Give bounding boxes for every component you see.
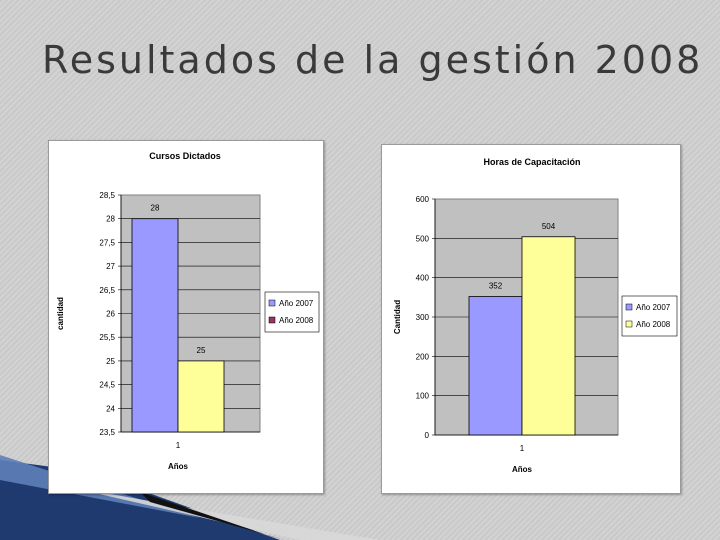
chart-2-legend-label-1: Año 2007 xyxy=(636,303,671,312)
chart-1-legend-box xyxy=(264,291,320,333)
chart-1-y-tick-label: 23,5 xyxy=(99,428,115,437)
chart-2-legend-swatch-1 xyxy=(625,303,633,311)
chart-2-legend-label-2: Año 2008 xyxy=(636,320,671,329)
chart-1-x-category-label: 1 xyxy=(176,441,181,450)
chart-2-x-category-label: 1 xyxy=(520,444,525,453)
chart-1-x-axis-label: Años xyxy=(168,462,189,471)
chart-2-y-axis-label: Cantidad xyxy=(393,300,402,334)
chart-2-y-tick-label: 0 xyxy=(425,431,430,440)
chart-2-bar-2 xyxy=(521,236,576,436)
chart-2-data-label-2: 504 xyxy=(542,222,556,231)
chart-2-x-axis-label: Años xyxy=(512,465,533,474)
chart-1-y-tick-label: 24 xyxy=(106,404,115,413)
slide-title: Resultados de la gestión 2008 xyxy=(42,38,704,82)
chart-panel-horas-capacitacion: Horas de Capacitación 600 500 400 300 200 100 0… xyxy=(381,144,681,494)
chart-1-y-tick-label: 26,5 xyxy=(99,286,115,295)
chart-2-bar-1 xyxy=(468,296,523,436)
chart-1-data-label-2: 25 xyxy=(197,346,206,355)
chart-1-legend-swatch-2 xyxy=(268,316,276,324)
chart-1-bar-1 xyxy=(131,218,179,433)
chart-cursos-dictados: Cursos Dictados 28,5 28 27,5 27 26,5 26 25,5 25 2… xyxy=(56,151,320,471)
chart-1-y-tick-label: 27 xyxy=(106,262,115,271)
chart-1-legend-label-2: Año 2008 xyxy=(279,316,314,325)
chart-2-y-tick-label: 400 xyxy=(416,274,430,283)
chart-2-y-tick-label: 100 xyxy=(416,392,430,401)
chart-2-legend-box xyxy=(621,295,678,337)
chart-1-legend-label-1: Año 2007 xyxy=(279,299,314,308)
chart-1-y-tick-label: 25 xyxy=(106,357,115,366)
chart-1-y-tick-label: 25,5 xyxy=(99,333,115,342)
chart-1-y-tick-label: 24,5 xyxy=(99,381,115,390)
chart-1-y-axis-label: cantidad xyxy=(56,297,65,330)
chart-1-data-label-1: 28 xyxy=(151,204,160,213)
chart-2-y-tick-label: 200 xyxy=(416,352,430,361)
chart-2-legend-swatch-2 xyxy=(625,320,633,328)
chart-1-y-tick-label: 26 xyxy=(106,310,115,319)
chart-panel-cursos-dictados: Cursos Dictados 28,5 28 27,5 27 26,5 26 25,5 25 2… xyxy=(48,140,324,494)
chart-2-data-label-1: 352 xyxy=(489,282,503,291)
chart-1-y-tick-label: 27,5 xyxy=(99,238,115,247)
chart-2-y-tick-label: 500 xyxy=(416,234,430,243)
chart-horas-capacitacion: Horas de Capacitación 600 500 400 300 200 100 0… xyxy=(393,157,678,474)
chart-1-title: Cursos Dictados xyxy=(149,151,221,161)
chart-1-y-tick-label: 28,5 xyxy=(99,191,115,200)
chart-2-y-tick-label: 300 xyxy=(416,313,430,322)
chart-1-legend-swatch-1 xyxy=(268,299,276,307)
chart-2-title: Horas de Capacitación xyxy=(483,157,580,167)
chart-1-bar-2 xyxy=(177,360,225,433)
chart-1-y-tick-label: 28 xyxy=(106,215,115,224)
chart-2-y-tick-label: 600 xyxy=(416,195,430,204)
